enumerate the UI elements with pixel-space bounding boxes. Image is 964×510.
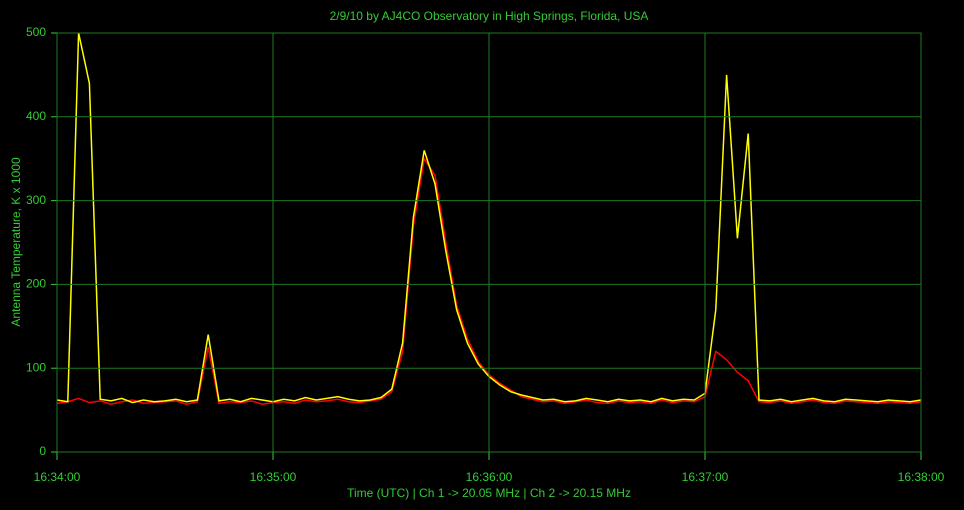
x-axis-label: Time (UTC) | Ch 1 -> 20.05 MHz | Ch 2 ->…: [347, 486, 631, 500]
y-axis-label: Antenna Temperature, K x 1000: [9, 157, 23, 327]
chart-title: 2/9/10 by AJ4CO Observatory in High Spri…: [330, 9, 649, 23]
x-tick-label: 16:35:00: [250, 470, 297, 484]
x-tick-label: 16:37:00: [682, 470, 729, 484]
y-tick-label: 100: [26, 360, 46, 374]
y-tick-label: 500: [26, 25, 46, 39]
y-tick-label: 300: [26, 193, 46, 207]
x-tick-label: 16:38:00: [898, 470, 945, 484]
y-tick-label: 400: [26, 109, 46, 123]
x-tick-label: 16:36:00: [466, 470, 513, 484]
x-tick-label: 16:34:00: [34, 470, 81, 484]
y-tick-label: 200: [26, 277, 46, 291]
y-tick-label: 0: [39, 444, 46, 458]
